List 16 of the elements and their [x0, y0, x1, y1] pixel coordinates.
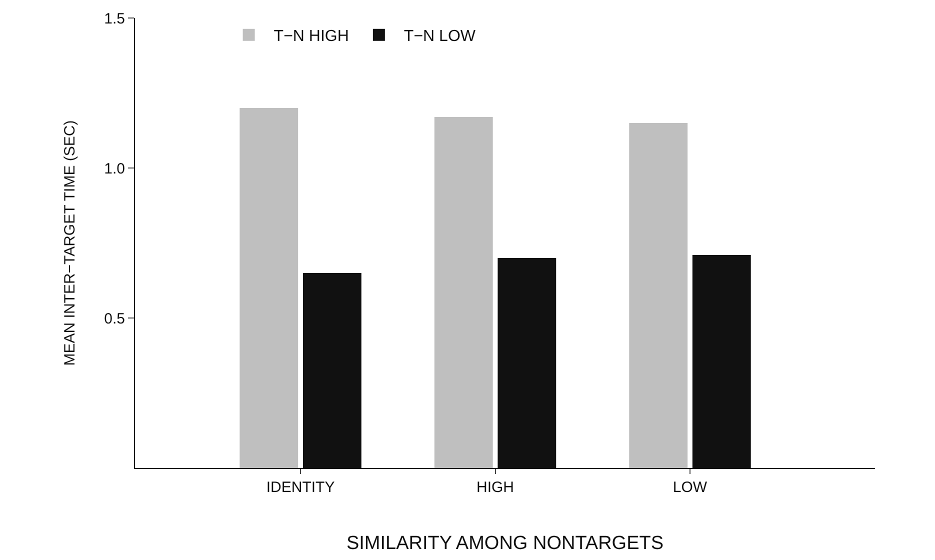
x-tick-label: IDENTITY — [266, 479, 335, 496]
bar — [629, 123, 688, 468]
legend-label: T−N HIGH — [274, 28, 349, 46]
y-axis-title: MEAN INTER−TARGET TIME (SEC) — [61, 120, 78, 366]
x-axis-title: SIMILARITY AMONG NONTARGETS — [346, 532, 664, 554]
y-tick-label: 0.5 — [104, 310, 125, 328]
bar — [498, 258, 556, 468]
y-tick-label: 1.5 — [104, 10, 125, 28]
x-tick-label: HIGH — [476, 479, 514, 496]
bar — [302, 273, 362, 468]
bar — [434, 117, 493, 468]
bar — [692, 255, 751, 468]
legend-label: T−N LOW — [404, 28, 476, 46]
y-tick-label: 1.0 — [104, 160, 125, 178]
bar — [240, 108, 298, 468]
x-tick-label: LOW — [672, 479, 708, 496]
